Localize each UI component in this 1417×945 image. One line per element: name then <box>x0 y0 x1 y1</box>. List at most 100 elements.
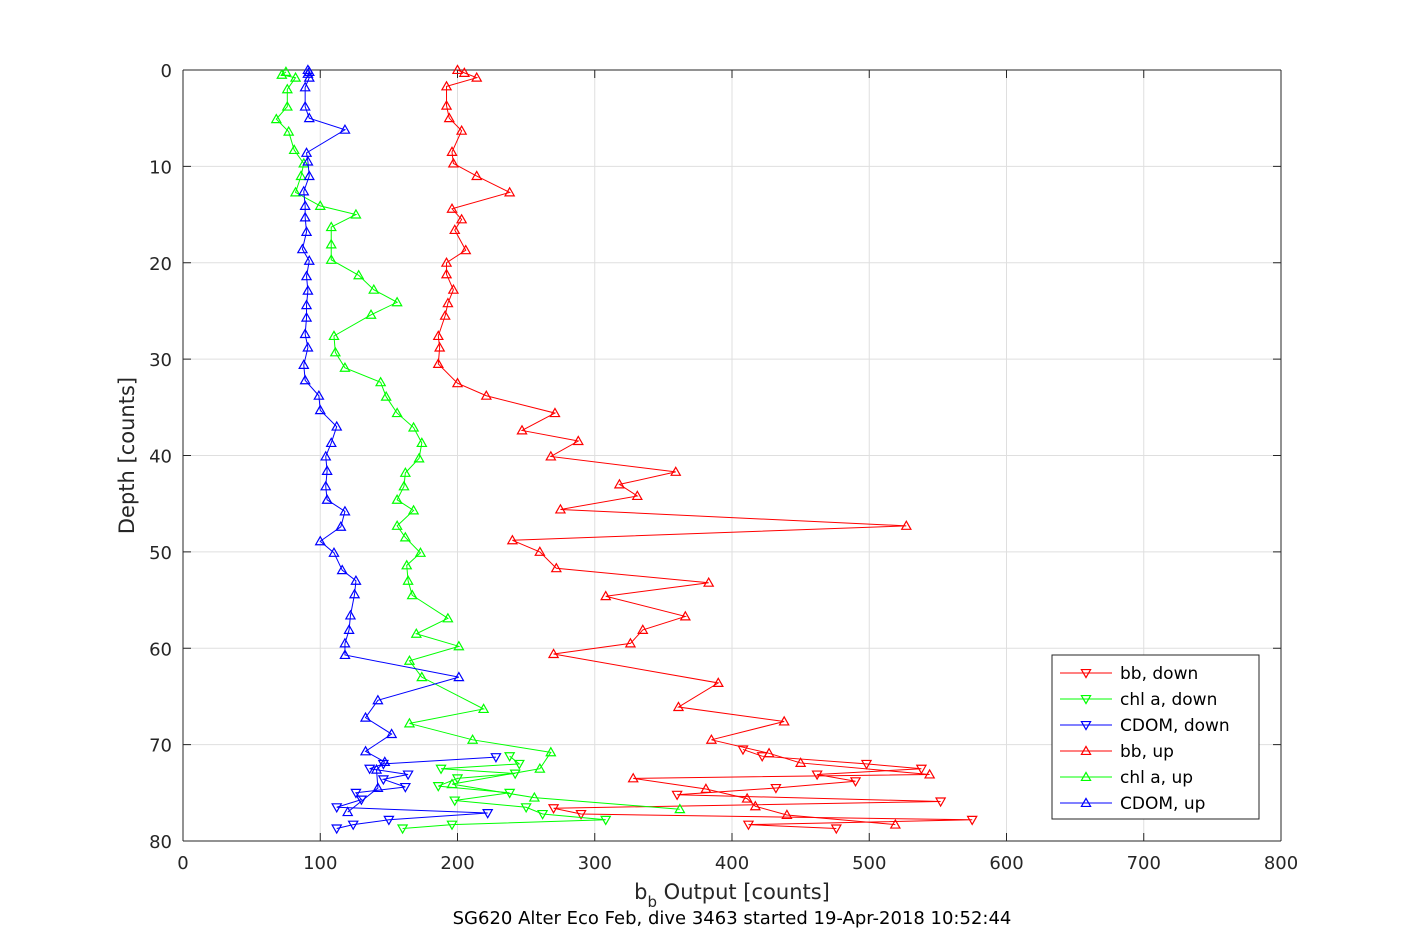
data-point <box>453 640 465 651</box>
data-point <box>299 211 311 222</box>
data-point <box>637 624 649 634</box>
data-point <box>446 202 458 213</box>
data-point <box>703 576 715 587</box>
data-point <box>432 358 444 368</box>
data-point <box>741 792 753 803</box>
x-axis-label: bb Output [counts] <box>634 880 830 911</box>
data-point <box>391 520 403 530</box>
data-point <box>396 824 409 835</box>
data-point <box>435 764 447 775</box>
data-point <box>281 83 293 94</box>
data-point <box>520 803 532 814</box>
data-point <box>295 170 307 181</box>
data-point <box>624 637 637 648</box>
data-point <box>300 311 313 322</box>
data-point <box>477 703 490 714</box>
data-point <box>443 112 455 123</box>
data-point <box>300 226 313 236</box>
data-point <box>447 157 460 168</box>
data-point <box>391 494 403 504</box>
data-point <box>270 113 282 124</box>
data-point <box>329 346 341 357</box>
data-point <box>280 66 292 76</box>
data-point <box>359 711 372 722</box>
data-point <box>504 752 516 762</box>
data-point <box>509 769 521 780</box>
data-point <box>528 791 540 802</box>
data-point <box>343 624 355 634</box>
data-point <box>416 671 428 682</box>
y-tick-label: 70 <box>149 736 172 757</box>
data-point <box>281 100 293 111</box>
series-line <box>336 756 496 829</box>
data-point <box>339 637 351 648</box>
legend-box <box>1051 654 1260 820</box>
data-point <box>600 815 612 826</box>
data-point <box>749 800 761 811</box>
data-point <box>770 783 782 794</box>
legend-marker <box>1080 694 1092 705</box>
data-point <box>313 389 325 400</box>
data-point <box>406 589 418 600</box>
legend-marker <box>1080 771 1092 782</box>
data-point <box>451 377 464 388</box>
data-point <box>705 733 718 744</box>
x-tick-label: 600 <box>989 853 1023 874</box>
data-point <box>934 797 947 808</box>
data-point <box>471 71 483 82</box>
data-point <box>401 559 413 570</box>
y-tick-label: 10 <box>149 157 172 178</box>
data-point <box>303 255 315 265</box>
legend-entry: chl a, down <box>1120 690 1217 710</box>
data-point <box>471 170 483 181</box>
data-point <box>446 820 458 831</box>
data-point <box>763 747 775 758</box>
data-point <box>679 610 691 621</box>
data-point <box>545 746 557 757</box>
data-point <box>339 649 351 660</box>
data-point <box>446 146 458 156</box>
x-tick-label: 800 <box>1264 853 1298 874</box>
data-point <box>432 782 444 792</box>
x-tick-label: 400 <box>715 853 749 874</box>
data-point <box>391 407 403 418</box>
x-axis-label-main: b <box>634 880 647 904</box>
legend-marker <box>1080 745 1092 756</box>
data-point <box>355 795 368 806</box>
legend-entry: CDOM, up <box>1120 794 1205 814</box>
data-point <box>321 494 333 504</box>
data-point <box>403 717 416 728</box>
data-point <box>513 759 525 770</box>
data-point <box>364 764 376 775</box>
data-point <box>283 125 295 136</box>
data-point <box>549 407 561 418</box>
data-point <box>303 170 315 181</box>
data-point <box>550 562 562 573</box>
legend-entry: chl a, up <box>1120 768 1193 788</box>
y-tick-label: 50 <box>149 543 172 564</box>
data-point <box>350 788 362 799</box>
data-point <box>328 330 340 341</box>
data-point <box>966 815 978 826</box>
data-point <box>545 450 557 461</box>
data-point <box>416 437 428 448</box>
data-point <box>365 308 377 319</box>
data-point <box>534 762 546 773</box>
data-point <box>889 818 901 829</box>
data-point <box>440 80 453 91</box>
legend-entry: CDOM, down <box>1120 716 1230 736</box>
data-point <box>830 824 842 835</box>
data-point <box>737 745 749 756</box>
data-point <box>672 701 685 712</box>
data-point <box>321 465 333 475</box>
data-point <box>302 284 314 295</box>
x-tick-label: 300 <box>578 853 612 874</box>
data-point <box>299 81 311 92</box>
footer-caption: SG620 Alter Eco Feb, dive 3463 started 1… <box>453 908 1012 929</box>
data-point <box>434 341 446 352</box>
data-point <box>402 770 414 781</box>
data-point <box>458 67 470 77</box>
y-tick-label: 20 <box>149 254 172 275</box>
data-point <box>298 185 310 196</box>
